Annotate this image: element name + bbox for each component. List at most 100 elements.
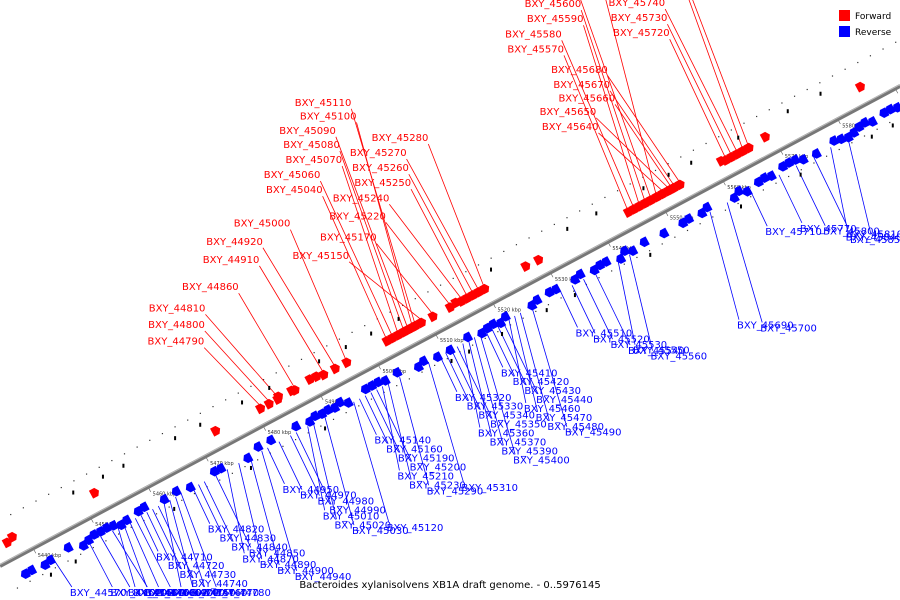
- forward-strand-dot: [414, 298, 416, 300]
- forward-strand-dot: [781, 102, 783, 104]
- reverse-strand-dot: [257, 459, 259, 461]
- gene-labels: BXY_44790 BXY_44800 BXY_44810 BXY_44860 BXY_…: [70, 0, 900, 599]
- gene-arrow-shape: [766, 170, 777, 181]
- forward-gene-label: BXY_45240: [333, 193, 390, 204]
- reverse-gene-block: [243, 452, 254, 464]
- reverse-gene-block: [620, 245, 631, 256]
- reverse-callout: [709, 211, 740, 320]
- forward-gene-label: BXY_45590: [527, 14, 584, 25]
- reverse-strand-dot: [42, 573, 44, 576]
- forward-gene-label: BXY_45060: [264, 170, 321, 181]
- forward-strand-dot: [667, 163, 669, 165]
- reverse-strand-dot: [762, 189, 764, 191]
- reverse-callout: [726, 202, 763, 323]
- gene-arrow-shape: [488, 318, 499, 330]
- reverse-callout: [456, 346, 493, 419]
- forward-callout: [406, 158, 478, 289]
- reverse-strand-dot: [889, 121, 891, 124]
- legend: Forward Reverse: [839, 10, 892, 38]
- reverse-gene-label: BXY_44890: [260, 560, 317, 571]
- axis-tick: [435, 334, 439, 339]
- reverse-gene-block: [116, 519, 127, 531]
- feature-mark: [468, 349, 471, 354]
- reverse-gene-block: [702, 201, 713, 213]
- reverse-gene-label: BXY_45520: [593, 334, 650, 345]
- reverse-strand-dot: [434, 364, 436, 366]
- axis-tick-label: 5480 kbp: [268, 430, 292, 436]
- forward-gene: [427, 311, 438, 323]
- forward-strand-dot: [199, 412, 201, 414]
- gene-arrow-shape: [272, 394, 283, 406]
- reverse-strand-dot: [67, 560, 69, 562]
- reverse-strand-dot: [737, 202, 739, 205]
- forward-callout: [669, 39, 726, 157]
- gene-arrow-shape: [742, 185, 753, 197]
- gene-arrow-shape: [367, 380, 378, 391]
- feature-mark: [249, 465, 252, 470]
- reverse-gene-label: BXY_44700: [168, 588, 225, 599]
- forward-gene-block: [304, 374, 315, 386]
- reverse-gene-label: BXY_45020: [334, 520, 391, 531]
- forward-strand-dot: [503, 250, 505, 253]
- reverse-strand-dot: [838, 148, 840, 151]
- reverse-gene-block: [253, 441, 264, 452]
- reverse-gene-block: [40, 559, 51, 571]
- reverse-gene-block: [684, 213, 695, 224]
- reverse-gene-block: [373, 376, 384, 388]
- reverse-strand-dot: [117, 533, 120, 535]
- gene-arrow-shape: [482, 322, 493, 334]
- forward-gene-block: [210, 425, 221, 437]
- reverse-gene-block: [798, 153, 809, 165]
- gene-arrow-shape: [310, 371, 322, 383]
- forward-callout: [598, 132, 662, 191]
- feature-mark: [490, 267, 493, 272]
- reverse-gene-label: BXY_44670: [133, 588, 190, 599]
- reverse-gene-block: [209, 465, 220, 477]
- feature-mark: [174, 436, 177, 441]
- reverse-gene-label: BXY_45710: [765, 227, 822, 238]
- reverse-gene-block: [589, 264, 600, 276]
- reverse-gene-block: [500, 310, 511, 322]
- reverse-strand-dot: [661, 243, 663, 245]
- reverse-strand-dot: [674, 236, 676, 238]
- axis-tick: [33, 549, 37, 554]
- forward-strand-dot: [123, 453, 126, 455]
- forward-strand-dot: [680, 156, 682, 158]
- forward-strand-dot: [174, 426, 176, 428]
- gene-arrow-shape: [413, 361, 425, 372]
- reverse-gene-label: BXY_45030: [352, 526, 409, 537]
- forward-strand-dot: [591, 203, 593, 205]
- forward-callout: [335, 136, 408, 326]
- forward-strand-dot: [768, 109, 770, 111]
- feature-mark: [173, 506, 176, 511]
- forward-gene-label: BXY_45070: [285, 155, 342, 166]
- reverse-strand-dot: [800, 169, 802, 171]
- axis-tick: [91, 518, 94, 523]
- reverse-strand-dot: [611, 270, 613, 272]
- reverse-gene-block: [122, 514, 133, 526]
- forward-strand-dot: [642, 176, 644, 178]
- gene-arrow-shape: [254, 403, 266, 415]
- reverse-gene-label: BXY_44850: [249, 548, 306, 559]
- reverse-gene-block: [496, 317, 507, 329]
- gene-arrow-shape: [601, 256, 612, 267]
- forward-strand-dot: [402, 304, 404, 307]
- gene-arrow-shape: [304, 374, 315, 386]
- forward-gene-label: BXY_45600: [525, 0, 582, 10]
- gene-arrow-shape: [263, 398, 274, 410]
- gene-arrow-shape: [63, 541, 74, 553]
- reverse-gene-block: [879, 107, 890, 118]
- forward-gene-label: BXY_45250: [354, 178, 411, 189]
- forward-callout: [563, 55, 628, 209]
- forward-strand-dot: [831, 75, 834, 77]
- reverse-callout: [163, 502, 182, 588]
- reverse-strand-dot: [686, 229, 689, 232]
- reverse-strand-dot: [497, 331, 499, 333]
- gene-arrow-shape: [753, 176, 764, 188]
- axis-tick: [148, 488, 152, 493]
- gene-arrow-shape: [317, 408, 328, 420]
- reverse-strand-dot: [307, 432, 309, 434]
- forward-callout: [607, 75, 680, 181]
- reverse-gene-label: BXY_44940: [295, 572, 352, 583]
- forward-gene-label: BXY_45100: [300, 111, 357, 122]
